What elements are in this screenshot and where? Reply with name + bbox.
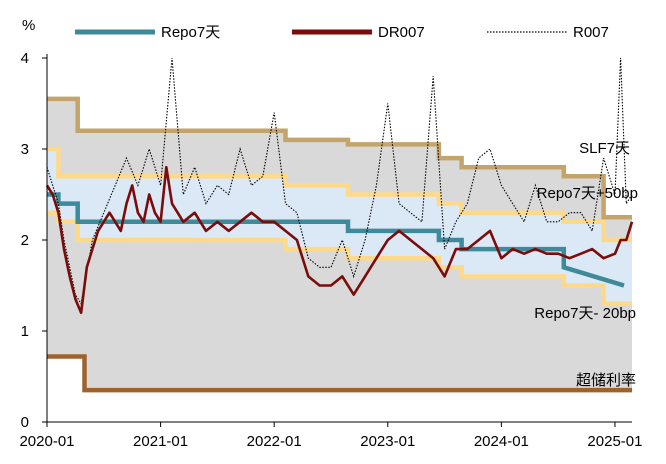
y-axis-label: %	[22, 17, 35, 34]
x-tick-label: 2022-01	[247, 433, 302, 450]
ioer-line	[47, 354, 632, 393]
axes: 0 1 2 3 4% 2020-01 2021-01 2022-01 2023-01 2024-0…	[19, 17, 642, 450]
legend-label-repo7: Repo7天	[161, 24, 220, 41]
y-tick-label: 2	[21, 232, 29, 249]
y-tick-label: 0	[21, 414, 29, 431]
repo7-line	[47, 192, 625, 288]
annotation-repo_minus20: Repo7天- 20bp	[534, 305, 636, 322]
annotation-repo_plus50: Repo7天+50bp	[537, 185, 638, 202]
repo-minus20-line	[47, 210, 632, 306]
slf7-line	[47, 96, 632, 220]
repo-plus50-line	[47, 146, 632, 243]
annotation-slf7: SLF7天	[579, 140, 630, 157]
plot-area	[45, 57, 634, 393]
x-tick-label: 2021-01	[133, 433, 188, 450]
x-tick-label: 2024-01	[474, 433, 529, 450]
legend: Repo7天 DR007 R007	[75, 24, 609, 41]
dr007-line	[45, 165, 634, 315]
x-tick-label: 2023-01	[360, 433, 415, 450]
y-tick-label: 4	[21, 50, 29, 67]
annotations: SLF7天 Repo7天+50bp Repo7天- 20bp 超储利率	[534, 140, 638, 389]
y-tick-label: 3	[21, 141, 29, 158]
annotation-ioer: 超储利率	[576, 372, 636, 389]
legend-label-r007: R007	[573, 24, 609, 41]
x-tick-label: 2025-01	[587, 433, 642, 450]
corridor-band-inner	[47, 149, 632, 304]
x-tick-label: 2020-01	[19, 433, 74, 450]
legend-label-dr007: DR007	[378, 24, 425, 41]
y-tick-label: 1	[21, 323, 29, 340]
